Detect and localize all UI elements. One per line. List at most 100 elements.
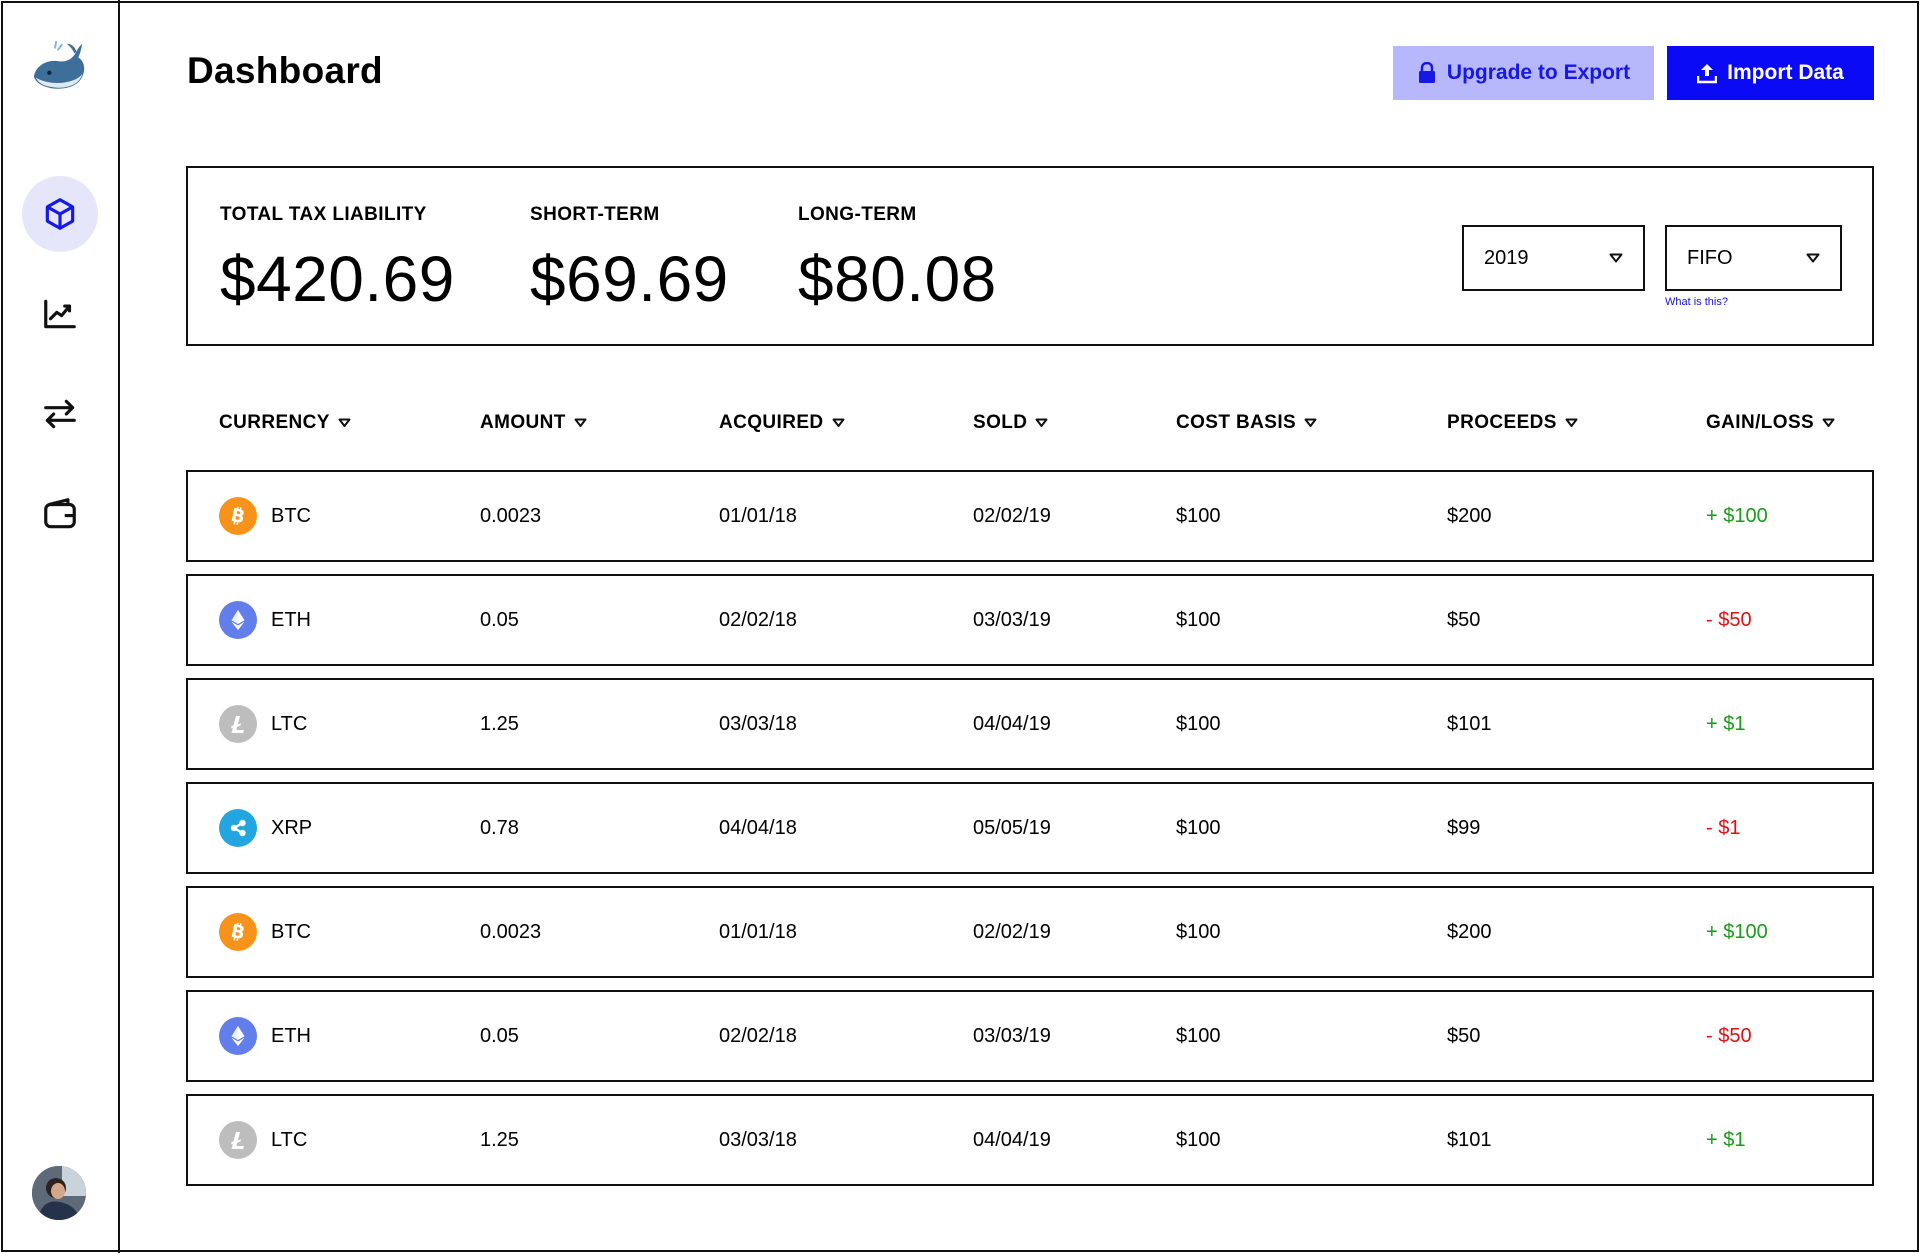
upgrade-button-label: Upgrade to Export [1446, 61, 1631, 84]
column-header-label: GAIN/LOSS [1706, 412, 1815, 433]
total-tax-liability-label: TOTAL TAX LIABILITY [220, 204, 427, 225]
cell-acquired-text: 03/03/18 [719, 1128, 797, 1151]
ethereum-icon [219, 1017, 257, 1055]
cell-cost-basis-text: $100 [1176, 816, 1221, 839]
whale-logo-icon[interactable] [30, 38, 88, 96]
cell-gain-loss-text: + $100 [1706, 920, 1768, 943]
cell-currency: ETH [219, 992, 311, 1080]
sort-caret-icon [574, 418, 587, 427]
short-term: SHORT-TERM $69.69 [530, 204, 729, 316]
cell-sold-text: 04/04/19 [973, 1128, 1051, 1151]
cell-currency-text: XRP [271, 816, 313, 839]
column-header-amount[interactable]: AMOUNT [480, 412, 587, 434]
cell-amount-text: 0.05 [480, 608, 519, 631]
table-row[interactable]: ETH 0.05 02/02/18 03/03/19 $100 $50 - $50 [186, 990, 1874, 1082]
cell-amount-text: 1.25 [480, 1128, 519, 1151]
cell-currency: B BTC [219, 472, 311, 560]
cell-gain-loss-text: - $50 [1706, 1024, 1752, 1047]
cell-proceeds-text: $50 [1447, 608, 1481, 631]
cell-gain-loss: + $1 [1706, 680, 1745, 768]
long-term-value: $80.08 [798, 243, 997, 315]
cell-amount-text: 0.0023 [480, 504, 542, 527]
table-row[interactable]: B BTC 0.0023 01/01/18 02/02/19 $100 $200 + $100 [186, 886, 1874, 978]
cell-currency: ETH [219, 576, 311, 664]
cell-acquired: 01/01/18 [719, 888, 797, 976]
cell-acquired-text: 01/01/18 [719, 920, 797, 943]
cell-amount-text: 0.78 [480, 816, 519, 839]
cell-currency: B BTC [219, 888, 311, 976]
cell-cost-basis: $100 [1176, 680, 1221, 768]
litecoin-icon [219, 705, 257, 743]
sort-caret-icon [832, 418, 845, 427]
wallet-icon [44, 498, 76, 529]
method-select[interactable]: FIFO [1665, 225, 1842, 291]
cell-cost-basis-text: $100 [1176, 608, 1221, 631]
cell-gain-loss-text: + $1 [1706, 712, 1746, 735]
cell-gain-loss: - $1 [1706, 784, 1740, 872]
cell-amount-text: 0.05 [480, 1024, 519, 1047]
short-term-value: $69.69 [530, 243, 729, 315]
cell-gain-loss: + $100 [1706, 888, 1768, 976]
cell-sold-text: 02/02/19 [973, 504, 1051, 527]
long-term: LONG-TERM $80.08 [798, 204, 997, 316]
cell-sold: 03/03/19 [973, 576, 1051, 664]
cell-gain-loss: - $50 [1706, 992, 1752, 1080]
chevron-down-icon [1609, 253, 1623, 263]
short-term-label: SHORT-TERM [530, 204, 660, 225]
cell-proceeds-text: $200 [1447, 920, 1492, 943]
column-header-acquired[interactable]: ACQUIRED [719, 412, 845, 434]
cell-acquired: 03/03/18 [719, 1096, 797, 1184]
long-term-label: LONG-TERM [798, 204, 917, 225]
nav-wallets[interactable] [22, 476, 98, 552]
cell-proceeds: $99 [1447, 784, 1480, 872]
table-row[interactable]: LTC 1.25 03/03/18 04/04/19 $100 $101 + $1 [186, 678, 1874, 770]
column-header-cost-basis[interactable]: COST BASIS [1176, 412, 1317, 434]
column-header-currency[interactable]: CURRENCY [219, 412, 351, 434]
table-row[interactable]: B BTC 0.0023 01/01/18 02/02/19 $100 $200 + $100 [186, 470, 1874, 562]
cell-gain-loss-text: + $1 [1706, 1128, 1746, 1151]
column-header-gain-loss[interactable]: GAIN/LOSS [1706, 412, 1835, 434]
cell-acquired: 01/01/18 [719, 472, 797, 560]
sidebar [0, 0, 120, 1253]
cell-amount: 1.25 [480, 1096, 519, 1184]
transfer-arrows-icon [44, 399, 76, 429]
import-button-label: Import Data [1727, 61, 1844, 84]
cell-cost-basis: $100 [1176, 992, 1221, 1080]
bitcoin-icon: B [219, 497, 257, 535]
cell-proceeds-text: $101 [1447, 1128, 1492, 1151]
sort-caret-icon [1565, 418, 1578, 427]
upgrade-to-export-button[interactable]: Upgrade to Export [1393, 46, 1654, 100]
table-row[interactable]: LTC 1.25 03/03/18 04/04/19 $100 $101 + $1 [186, 1094, 1874, 1186]
column-header-sold[interactable]: SOLD [973, 412, 1048, 434]
cell-acquired-text: 02/02/18 [719, 608, 797, 631]
cell-acquired: 02/02/18 [719, 992, 797, 1080]
cell-currency: LTC [219, 1096, 307, 1184]
nav-transactions[interactable] [22, 376, 98, 452]
column-header-proceeds[interactable]: PROCEEDS [1447, 412, 1578, 434]
lock-icon [1418, 62, 1435, 83]
column-header-label: SOLD [973, 412, 1028, 433]
sort-caret-icon [1304, 418, 1317, 427]
cell-acquired-text: 02/02/18 [719, 1024, 797, 1047]
cell-gain-loss-text: + $100 [1706, 504, 1768, 527]
what-is-this-link[interactable]: What is this? [1665, 296, 1728, 308]
cell-acquired: 02/02/18 [719, 576, 797, 664]
import-data-button[interactable]: Import Data [1667, 46, 1874, 100]
cube-icon [45, 198, 75, 230]
method-select-value: FIFO [1687, 246, 1733, 269]
cell-gain-loss: + $100 [1706, 472, 1768, 560]
cell-sold-text: 04/04/19 [973, 712, 1051, 735]
cell-cost-basis-text: $100 [1176, 1024, 1221, 1047]
nav-analytics[interactable] [22, 276, 98, 352]
table-row[interactable]: XRP 0.78 04/04/18 05/05/19 $100 $99 - $1 [186, 782, 1874, 874]
table-row[interactable]: ETH 0.05 02/02/18 03/03/19 $100 $50 - $50 [186, 574, 1874, 666]
chart-line-icon [44, 299, 76, 329]
user-avatar[interactable] [32, 1166, 86, 1220]
cell-currency-text: ETH [271, 608, 311, 631]
year-select[interactable]: 2019 [1462, 225, 1645, 291]
nav-dashboard[interactable] [22, 176, 98, 252]
ripple-icon [219, 809, 257, 847]
tax-summary-card: TOTAL TAX LIABILITY $420.69 SHORT-TERM $… [186, 166, 1874, 346]
cell-cost-basis: $100 [1176, 784, 1221, 872]
